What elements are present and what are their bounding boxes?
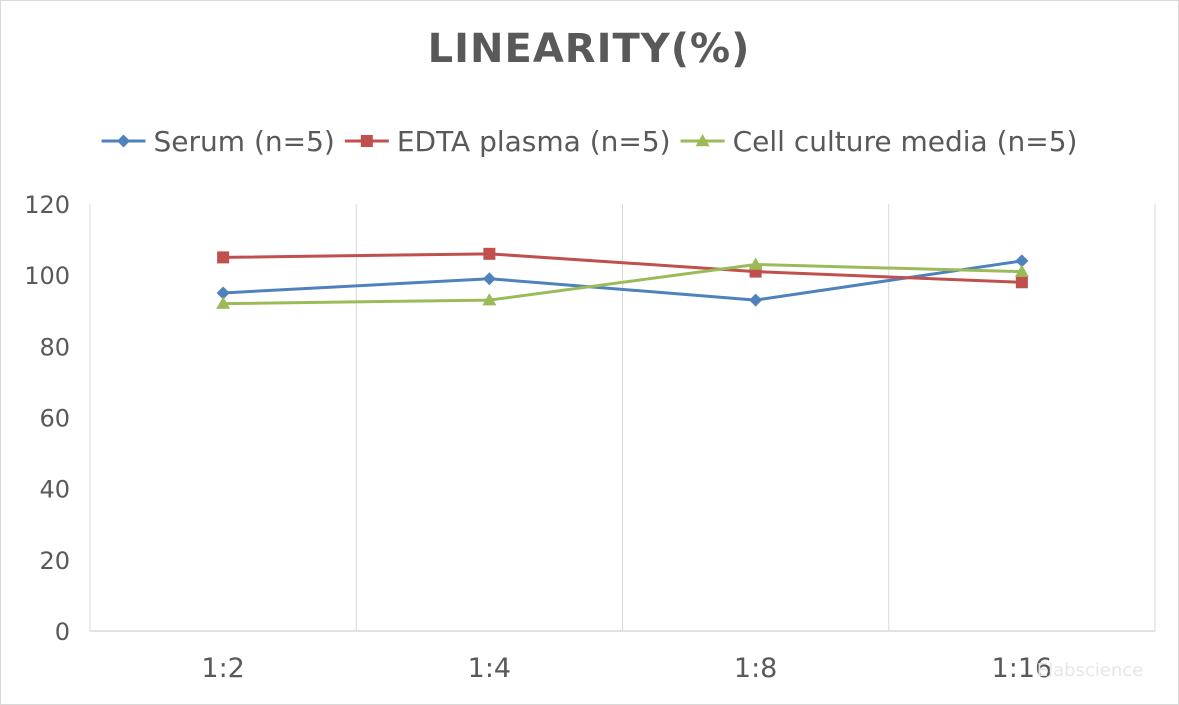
data-point	[1014, 264, 1029, 277]
data-point	[1015, 276, 1028, 289]
y-tick-label: 0	[55, 618, 70, 646]
data-point	[216, 296, 231, 309]
legend-item-2: EDTA plasma (n=5)	[344, 125, 671, 158]
data-point	[1015, 254, 1029, 268]
series-2	[217, 247, 1028, 289]
y-axis-ticks: 0 20 40 60 80 100 120	[24, 191, 70, 646]
y-tick-label: 80	[39, 333, 70, 361]
x-axis-ticks: 1:2 1:4 1:8 1:16	[201, 653, 1052, 684]
legend-marker	[117, 134, 131, 148]
legend-marker	[695, 134, 710, 147]
legend-item-1: Serum (n=5)	[101, 125, 335, 158]
data-point	[748, 257, 763, 270]
series-1	[216, 254, 1029, 307]
data-point	[482, 272, 496, 286]
x-tick-label: 1:8	[734, 653, 777, 684]
series-line	[223, 259, 1023, 302]
legend-item-3: Cell culture media (n=5)	[680, 125, 1078, 158]
x-tick-label: 1:16	[992, 653, 1053, 684]
y-tick-label: 100	[24, 262, 70, 290]
series-group	[216, 247, 1029, 309]
y-tick-label: 40	[39, 476, 70, 504]
data-point	[482, 293, 497, 306]
legend-marker	[360, 135, 373, 147]
series-3	[216, 257, 1029, 309]
legend-label: Serum (n=5)	[154, 125, 335, 158]
legend-label: EDTA plasma (n=5)	[397, 125, 671, 158]
series-line	[223, 262, 1022, 306]
watermark: Elabscience	[1037, 660, 1144, 681]
series-line	[223, 252, 1022, 284]
data-point	[483, 247, 496, 260]
gridlines	[89, 204, 1156, 631]
legend: Serum (n=5) EDTA plasma (n=5) Cell culture…	[101, 125, 1078, 158]
data-point	[217, 251, 230, 264]
y-tick-label: 20	[39, 547, 70, 575]
chart-title: LINEARITY(%)	[428, 26, 751, 72]
data-point	[749, 293, 763, 307]
y-tick-label: 120	[24, 191, 70, 219]
legend-label: Cell culture media (n=5)	[733, 125, 1078, 158]
x-tick-label: 1:2	[201, 653, 244, 684]
y-tick-label: 60	[39, 405, 70, 433]
x-tick-label: 1:4	[468, 653, 511, 684]
data-point	[216, 286, 230, 300]
